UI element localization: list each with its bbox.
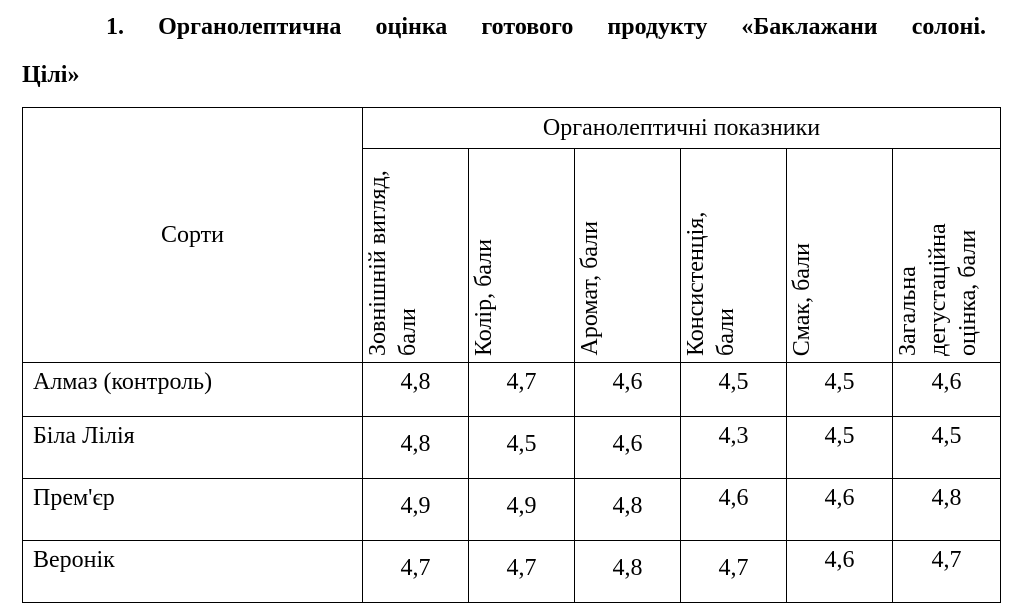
column-header: Зовнішній вигляд, бали — [362, 148, 469, 363]
score-cell: 4,8 — [574, 540, 681, 603]
table-row: Прем'єр 4,9 4,9 4,8 4,6 4,6 4,8 — [22, 478, 1001, 541]
score-cell: 4,6 — [680, 478, 787, 541]
column-header: Смак, бали — [786, 148, 893, 363]
column-header: Аромат, бали — [574, 148, 681, 363]
score-cell: 4,7 — [468, 362, 575, 417]
organoleptic-table: Сорти Органолептичні показники Зовнішній… — [22, 107, 1001, 603]
score-cell: 4,5 — [786, 416, 893, 479]
score-cell: 4,7 — [362, 540, 469, 603]
score-cell: 4,6 — [786, 478, 893, 541]
score-cell: 4,5 — [786, 362, 893, 417]
column-header: Загальна дегустаційна оцінка, бали — [892, 148, 1001, 363]
title-line-1: 1. Органолептична оцінка готового продук… — [106, 14, 986, 40]
score-cell: 4,8 — [574, 478, 681, 541]
column-header-label: Смак, бали — [789, 242, 815, 356]
score-cell: 4,8 — [362, 416, 469, 479]
table-row: Веронік 4,7 4,7 4,8 4,7 4,6 4,7 — [22, 540, 1001, 603]
score-cell: 4,5 — [680, 362, 787, 417]
score-cell: 4,7 — [468, 540, 575, 603]
column-header: Консистенція, бали — [680, 148, 787, 363]
variety-name: Біла Лілія — [22, 416, 363, 479]
column-header-label: Зовнішній вигляд, бали — [365, 170, 421, 356]
score-cell: 4,6 — [574, 362, 681, 417]
score-cell: 4,5 — [468, 416, 575, 479]
column-header-label: Загальна дегустаційна оцінка, бали — [895, 223, 981, 356]
table-row: Алмаз (контроль) 4,8 4,7 4,6 4,5 4,5 4,6 — [22, 362, 1001, 417]
group-header: Органолептичні показники — [362, 107, 1001, 149]
score-cell: 4,8 — [892, 478, 1001, 541]
column-header-label: Колір, бали — [471, 238, 497, 356]
variety-name: Прем'єр — [22, 478, 363, 541]
score-cell: 4,6 — [574, 416, 681, 479]
variety-name: Веронік — [22, 540, 363, 603]
score-cell: 4,5 — [892, 416, 1001, 479]
score-cell: 4,6 — [786, 540, 893, 603]
score-cell: 4,9 — [362, 478, 469, 541]
score-cell: 4,7 — [680, 540, 787, 603]
score-cell: 4,8 — [362, 362, 469, 417]
score-cell: 4,3 — [680, 416, 787, 479]
variety-name: Алмаз (контроль) — [22, 362, 363, 417]
column-header-label: Аромат, бали — [577, 221, 603, 356]
table-row: Біла Лілія 4,8 4,5 4,6 4,3 4,5 4,5 — [22, 416, 1001, 479]
column-header: Колір, бали — [468, 148, 575, 363]
column-header-label: Консистенція, бали — [683, 211, 739, 356]
score-cell: 4,7 — [892, 540, 1001, 603]
score-cell: 4,9 — [468, 478, 575, 541]
title-line-2: Цілі» — [22, 62, 80, 88]
score-cell: 4,6 — [892, 362, 1001, 417]
row-header: Сорти — [22, 107, 363, 363]
